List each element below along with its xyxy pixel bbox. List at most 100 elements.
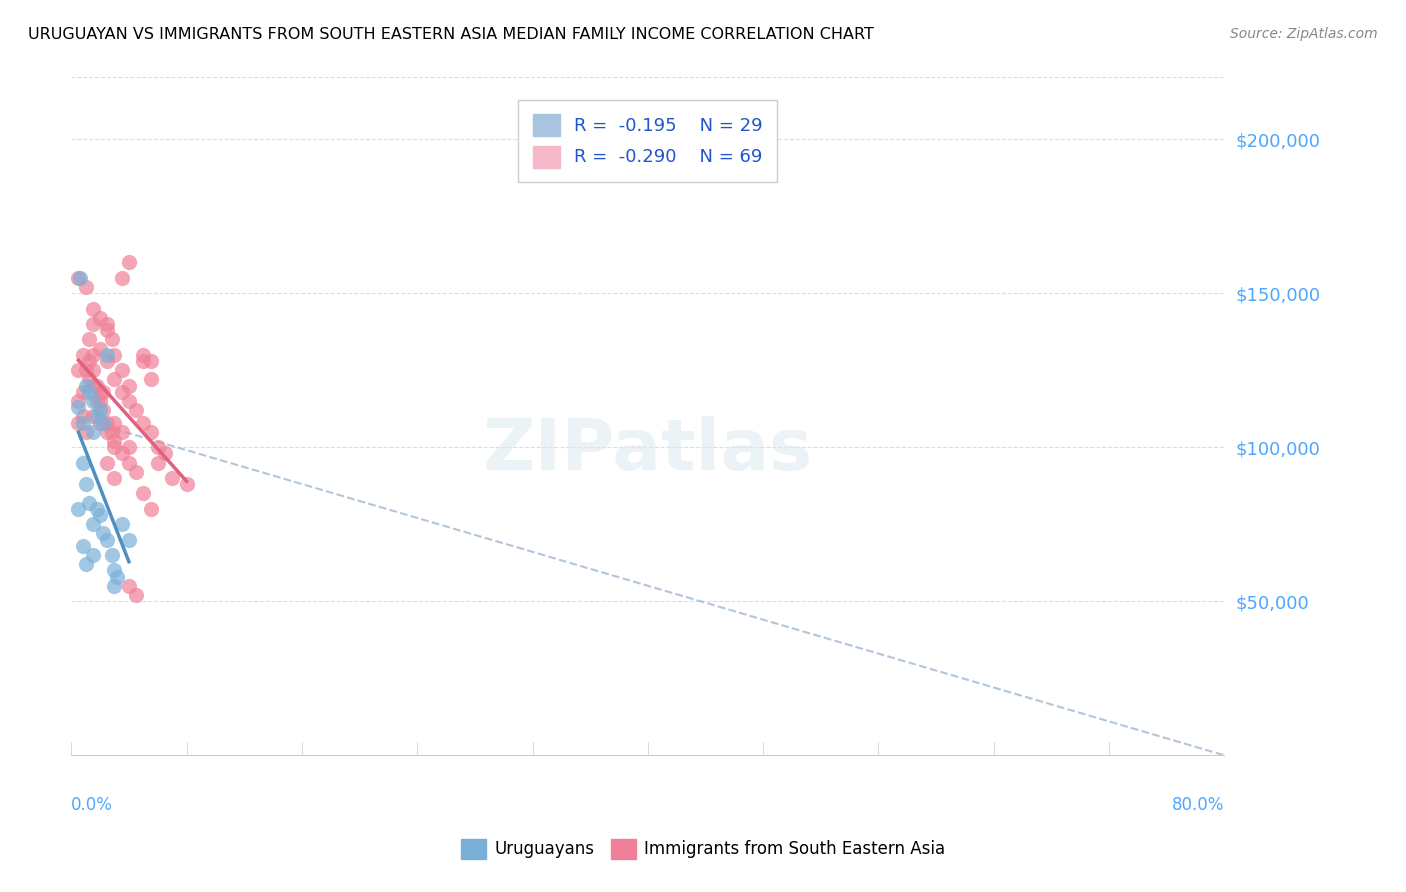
Text: URUGUAYAN VS IMMIGRANTS FROM SOUTH EASTERN ASIA MEDIAN FAMILY INCOME CORRELATION: URUGUAYAN VS IMMIGRANTS FROM SOUTH EASTE… — [28, 27, 875, 42]
Text: ZIPatlas: ZIPatlas — [482, 416, 813, 484]
Point — [67, 270, 90, 285]
Point — [82, 409, 104, 424]
Point — [103, 440, 125, 454]
Point — [72, 539, 94, 553]
Point — [82, 378, 104, 392]
Point — [82, 301, 104, 316]
Point — [100, 425, 122, 439]
Point — [82, 425, 104, 439]
Point — [67, 400, 90, 414]
Point — [86, 409, 108, 424]
Point — [146, 440, 169, 454]
Point — [82, 517, 104, 532]
Point — [105, 569, 128, 583]
Point — [146, 456, 169, 470]
Point — [75, 425, 97, 439]
Point — [139, 425, 162, 439]
Point — [100, 332, 122, 346]
Point — [72, 416, 94, 430]
Point — [96, 317, 118, 331]
Point — [139, 372, 162, 386]
Point — [103, 434, 125, 448]
Point — [125, 403, 148, 417]
Point — [111, 446, 134, 460]
Point — [89, 342, 111, 356]
Point — [67, 394, 90, 409]
Legend: Uruguayans, Immigrants from South Eastern Asia: Uruguayans, Immigrants from South Easter… — [454, 832, 952, 866]
Point — [111, 363, 134, 377]
Point — [67, 416, 90, 430]
Point — [125, 465, 148, 479]
Point — [125, 588, 148, 602]
Point — [96, 323, 118, 337]
Point — [139, 354, 162, 368]
Point — [89, 508, 111, 522]
Point — [77, 354, 100, 368]
Point — [118, 579, 141, 593]
Point — [72, 384, 94, 399]
Point — [96, 456, 118, 470]
Point — [96, 416, 118, 430]
Point — [77, 384, 100, 399]
Point — [89, 403, 111, 417]
Point — [82, 394, 104, 409]
Point — [91, 403, 114, 417]
Point — [111, 384, 134, 399]
Point — [118, 255, 141, 269]
Point — [89, 416, 111, 430]
Point — [118, 440, 141, 454]
Point — [77, 496, 100, 510]
Point — [72, 348, 94, 362]
Point — [86, 378, 108, 392]
Point — [132, 416, 155, 430]
Point — [118, 533, 141, 547]
Point — [75, 280, 97, 294]
Point — [82, 348, 104, 362]
Point — [89, 394, 111, 409]
Point — [111, 270, 134, 285]
Point — [118, 394, 141, 409]
Point — [103, 372, 125, 386]
Point — [86, 501, 108, 516]
Point — [118, 456, 141, 470]
Point — [176, 477, 198, 491]
Point — [132, 354, 155, 368]
Point — [103, 471, 125, 485]
Point — [86, 394, 108, 409]
Point — [111, 517, 134, 532]
Point — [103, 348, 125, 362]
Point — [67, 501, 90, 516]
Point — [132, 348, 155, 362]
Point — [111, 425, 134, 439]
Point — [96, 533, 118, 547]
Point — [75, 378, 97, 392]
Point — [72, 409, 94, 424]
Point — [100, 548, 122, 562]
Point — [103, 416, 125, 430]
Text: Source: ZipAtlas.com: Source: ZipAtlas.com — [1230, 27, 1378, 41]
Point — [96, 425, 118, 439]
Point — [75, 558, 97, 572]
Point — [75, 477, 97, 491]
Point — [103, 564, 125, 578]
Point — [82, 363, 104, 377]
Point — [82, 317, 104, 331]
Legend: R =  -0.195    N = 29, R =  -0.290    N = 69: R = -0.195 N = 29, R = -0.290 N = 69 — [519, 100, 778, 182]
Point — [75, 363, 97, 377]
Point — [89, 384, 111, 399]
Point — [77, 332, 100, 346]
Point — [91, 526, 114, 541]
Point — [118, 378, 141, 392]
Point — [96, 354, 118, 368]
Point — [96, 348, 118, 362]
Point — [139, 501, 162, 516]
Point — [82, 548, 104, 562]
Text: 80.0%: 80.0% — [1173, 796, 1225, 814]
Point — [69, 270, 91, 285]
Point — [72, 456, 94, 470]
Point — [103, 579, 125, 593]
Point — [91, 416, 114, 430]
Point — [153, 446, 176, 460]
Point — [77, 372, 100, 386]
Point — [89, 310, 111, 325]
